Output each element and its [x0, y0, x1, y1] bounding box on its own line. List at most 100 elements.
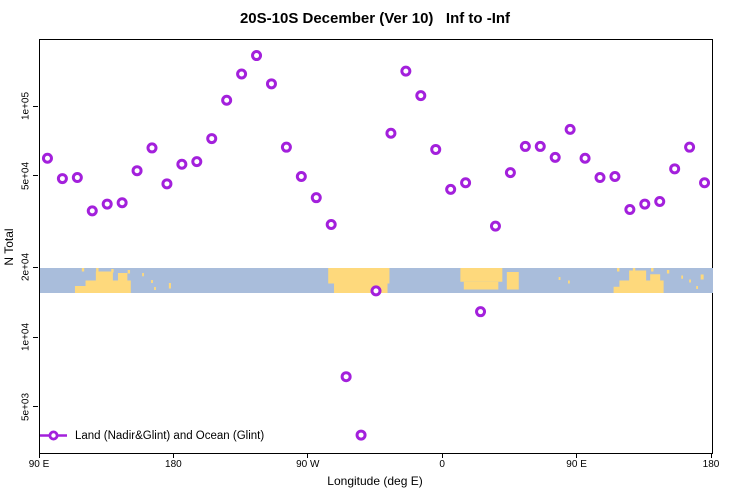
land-patch-south-america-bottom [334, 283, 388, 293]
land-patch-australia-foot [74, 286, 86, 293]
data-point [594, 172, 606, 184]
land-patch-pacific-island [168, 283, 171, 289]
x-tick-label: 180 [165, 459, 182, 470]
land-patch-pacific-island [142, 273, 144, 277]
data-point [265, 78, 277, 90]
data-point [504, 167, 516, 179]
data-point [56, 173, 68, 185]
y-tick [33, 266, 38, 268]
data-point [131, 165, 143, 177]
legend-marker-icon [40, 430, 67, 441]
land-patch-pacific-island [154, 287, 156, 290]
data-point [430, 143, 442, 155]
x-tick-label: 180 [702, 459, 720, 470]
data-point [41, 152, 53, 164]
data-point [370, 285, 382, 297]
data-point [116, 197, 128, 209]
data-point [579, 152, 591, 164]
y-axis-title: N Total [2, 228, 16, 266]
land-patch-indian-ocean-speck [568, 280, 570, 284]
land-patch-pacific2-island [696, 286, 698, 289]
x-tick-label: 0 [439, 459, 445, 470]
data-point [654, 195, 666, 207]
land-patch-indonesia-speck [96, 268, 99, 272]
land-patch-pacific-island [151, 280, 153, 283]
data-point [400, 65, 412, 77]
land-patch-pacific2-island [700, 274, 704, 280]
land-patch-africa-top [460, 268, 503, 282]
y-tick-label: 1e+04 [20, 322, 32, 352]
land-patch-indonesia2-speck [617, 268, 620, 272]
data-point [71, 172, 83, 184]
data-point [609, 171, 621, 183]
chart-title: 20S-10S December (Ver 10) Inf to -Inf [239, 10, 511, 27]
y-tick [33, 336, 38, 338]
data-point [639, 198, 651, 210]
data-point [280, 141, 292, 153]
land-patch-australia2-peak [629, 270, 647, 281]
data-point [355, 429, 367, 441]
y-tick [33, 105, 38, 107]
data-point [236, 68, 248, 80]
x-tick [710, 453, 712, 458]
data-point [684, 141, 696, 153]
x-tick [172, 453, 174, 458]
land-patch-pacific2-island [689, 279, 691, 283]
land-patch-australia-peak [95, 271, 113, 281]
data-point [101, 198, 113, 210]
data-point [669, 163, 681, 175]
data-point [86, 205, 98, 217]
data-point [385, 127, 397, 139]
data-point [161, 178, 173, 190]
x-tick-label: 90 W [296, 459, 320, 470]
data-point [325, 218, 337, 230]
data-point [415, 90, 427, 102]
x-tick [576, 453, 578, 458]
x-tick-label: 90 E [566, 459, 587, 470]
land-patch-indonesia2-speck [666, 270, 670, 274]
legend-label: Land (Nadir&Glint) and Ocean (Glint) [75, 429, 265, 442]
data-point [475, 306, 487, 318]
x-tick [38, 453, 40, 458]
y-tick [33, 175, 38, 177]
land-patch-indian-ocean-speck [558, 277, 561, 280]
land-patch-africa-bottom [463, 281, 499, 290]
data-point [176, 158, 188, 170]
land-patch-australia-bump [117, 273, 128, 281]
plot-canvas [40, 50, 713, 441]
land-patch-australia-base [85, 280, 131, 293]
land-patch-australia2-base [619, 280, 664, 293]
data-point [445, 183, 457, 195]
y-tick-label: 5e+03 [20, 392, 32, 421]
y-tick [33, 406, 38, 408]
y-tick-label: 1e+05 [20, 91, 32, 121]
x-axis-title: Longitude (deg E) [327, 474, 423, 488]
land-patch-indonesia2-speck [651, 268, 654, 272]
land-patch-indonesia-speck [81, 268, 85, 272]
data-point [340, 371, 352, 383]
land-patch-south-america-top [328, 268, 390, 284]
data-point [206, 133, 218, 145]
data-point [489, 220, 501, 232]
data-point [549, 151, 561, 163]
x-tick-label: 90 E [28, 459, 50, 470]
data-point [251, 50, 263, 62]
data-point [146, 142, 158, 154]
data-point [310, 192, 322, 204]
x-tick [441, 453, 443, 458]
land-patch-indonesia-speck [111, 269, 114, 273]
y-tick-label: 5e+04 [20, 161, 32, 190]
data-point [460, 177, 472, 189]
land-patch-indonesia2-speck [632, 268, 636, 271]
land-patch-australia2-bump [650, 274, 661, 281]
land-patch-madagascar [506, 272, 519, 290]
data-point [519, 140, 531, 152]
data-point [624, 203, 636, 215]
land-patch-pacific2-island [681, 275, 684, 279]
data-point [191, 156, 203, 168]
data-point [699, 177, 711, 189]
legend: Land (Nadir&Glint) and Ocean (Glint) [40, 428, 264, 443]
land-patch-australia2-foot [613, 286, 621, 293]
land-patch-indonesia-speck [127, 270, 131, 274]
